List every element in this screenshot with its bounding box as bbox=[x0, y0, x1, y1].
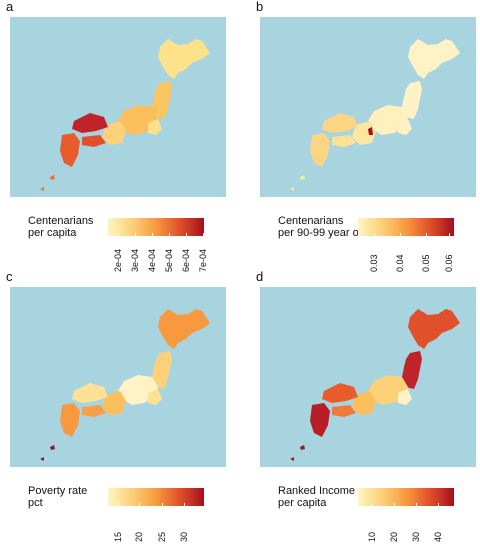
region-shikoku bbox=[332, 405, 356, 417]
legend-colorbar bbox=[358, 218, 454, 236]
region-chugoku bbox=[322, 383, 358, 403]
legend-title: Centenarians per 90-99 year old bbox=[278, 215, 368, 239]
legend-tick: 30 bbox=[179, 531, 189, 542]
panel-label: a bbox=[6, 0, 14, 14]
panel-label: b bbox=[256, 0, 264, 14]
region-chugoku bbox=[322, 113, 358, 133]
panel-a: a Centenarians per capita bbox=[6, 0, 232, 272]
region-tohoku bbox=[152, 351, 172, 389]
region-shikoku bbox=[332, 135, 356, 147]
region-kanto bbox=[398, 389, 412, 405]
region-chugoku bbox=[72, 113, 108, 133]
region-okinawa-1 bbox=[300, 175, 305, 180]
legend-tick: 10 bbox=[367, 531, 377, 542]
region-kanto bbox=[148, 119, 162, 135]
panel-b: b Centenarians per 90-99 year old 0.03 0… bbox=[256, 0, 480, 272]
region-shikoku bbox=[82, 405, 106, 417]
region-hokkaido bbox=[158, 39, 210, 79]
region-kanto bbox=[148, 389, 162, 405]
japan-map bbox=[260, 17, 476, 197]
region-okinawa-1 bbox=[300, 445, 305, 450]
region-kyushu bbox=[60, 133, 80, 167]
japan-map bbox=[260, 287, 476, 467]
region-kyushu bbox=[310, 133, 330, 167]
japan-map bbox=[10, 17, 226, 197]
region-okinawa-1 bbox=[50, 175, 55, 180]
legend-tick: 20 bbox=[134, 531, 144, 542]
panel-d: d Ranked Income per capita 10 20 30 40 bbox=[256, 270, 480, 542]
legend-tick: 25 bbox=[157, 531, 167, 542]
region-hokkaido bbox=[408, 39, 460, 79]
region-tohoku bbox=[152, 81, 172, 119]
region-okinawa-2 bbox=[40, 187, 44, 191]
legend-title: Centenarians per capita bbox=[28, 215, 94, 239]
legend-tick: 20 bbox=[389, 531, 399, 542]
region-okinawa-1 bbox=[50, 445, 55, 450]
legend-colorbar bbox=[108, 218, 204, 236]
legend-tick: 15 bbox=[113, 531, 123, 542]
region-okinawa-2 bbox=[290, 457, 294, 461]
panel-c: c Poverty rate pct 15 20 25 30 bbox=[6, 270, 232, 542]
region-shikoku bbox=[82, 135, 106, 147]
region-kinki-dark bbox=[368, 127, 373, 135]
japan-map bbox=[10, 287, 226, 467]
region-okinawa-2 bbox=[290, 187, 294, 191]
legend-colorbar bbox=[358, 488, 454, 506]
region-kyushu bbox=[310, 403, 330, 437]
legend-colorbar bbox=[108, 488, 204, 506]
legend-title: Poverty rate pct bbox=[28, 485, 88, 509]
region-kanto bbox=[398, 119, 412, 135]
legend-title: Ranked Income per capita bbox=[278, 485, 356, 509]
region-tohoku bbox=[402, 351, 422, 389]
legend-tick: 30 bbox=[411, 531, 421, 542]
legend-tick: 40 bbox=[433, 531, 443, 542]
region-tohoku bbox=[402, 81, 422, 119]
region-chugoku bbox=[72, 383, 108, 403]
region-kyushu bbox=[60, 403, 80, 437]
region-hokkaido bbox=[408, 309, 460, 349]
panel-label: d bbox=[256, 269, 264, 284]
panel-label: c bbox=[6, 269, 13, 284]
region-okinawa-2 bbox=[40, 457, 44, 461]
region-hokkaido bbox=[158, 309, 210, 349]
